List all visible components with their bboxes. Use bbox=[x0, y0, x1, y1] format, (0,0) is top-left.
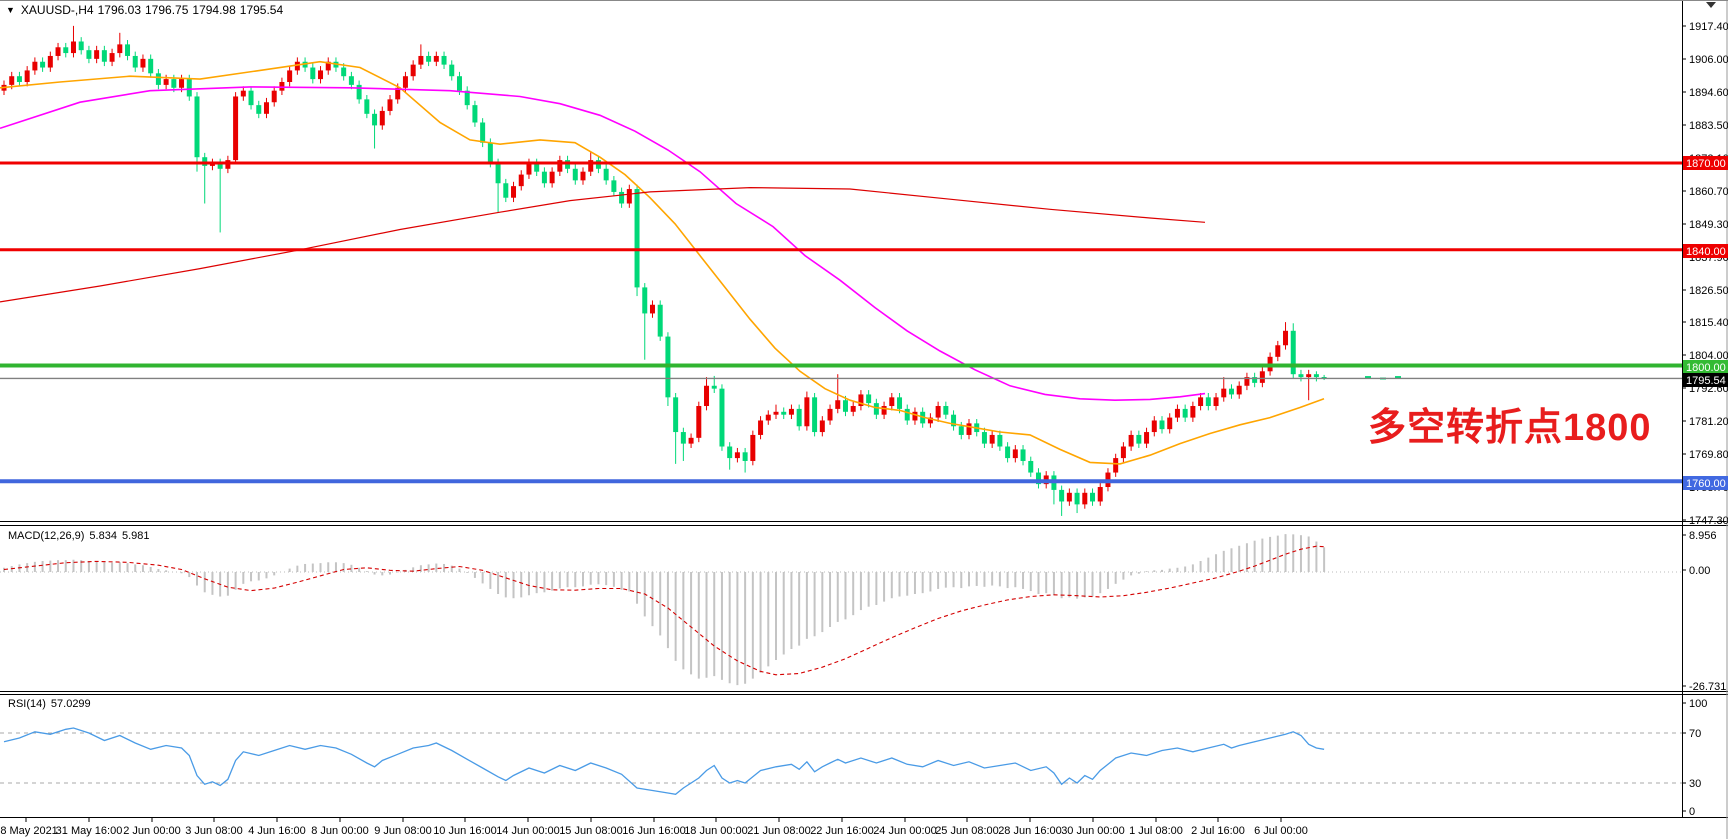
time-tick-label: 14 Jun 00:00 bbox=[496, 825, 560, 837]
indicator-tick-label: 0 bbox=[1689, 806, 1695, 818]
time-tick-label: 25 Jun 08:00 bbox=[935, 825, 999, 837]
price-tick-label: 1804.00 bbox=[1689, 350, 1728, 362]
symbol-period-label: XAUUSD-,H4 bbox=[20, 3, 94, 17]
time-tick-label: 10 Jun 16:00 bbox=[433, 825, 497, 837]
price-badge-1795.54: 1795.54 bbox=[1683, 373, 1728, 387]
time-tick-label: 16 Jun 16:00 bbox=[622, 825, 686, 837]
time-tick-label: 6 Jul 00:00 bbox=[1254, 825, 1308, 837]
time-tick-label: 31 May 16:00 bbox=[56, 825, 123, 837]
symbol-dropdown-icon[interactable]: ▼ bbox=[6, 5, 15, 15]
price-tick-label: 1917.40 bbox=[1689, 21, 1728, 33]
price-tick-label: 1894.60 bbox=[1689, 87, 1728, 99]
svg-text:1800.00: 1800.00 bbox=[1686, 362, 1726, 374]
time-tick-label: 21 Jun 08:00 bbox=[747, 825, 811, 837]
price-tick-label: 1860.70 bbox=[1689, 186, 1728, 198]
price-badge-1760.00: 1760.00 bbox=[1683, 476, 1728, 490]
macd-indicator-label: MACD(12,26,9) 5.834 5.981 bbox=[8, 530, 154, 542]
ohlc-low: 1794.98 bbox=[192, 3, 236, 17]
time-tick-label: 4 Jun 16:00 bbox=[248, 825, 306, 837]
price-tick-label: 1849.30 bbox=[1689, 219, 1728, 231]
time-tick-label: 28 May 2021 bbox=[0, 825, 58, 837]
time-tick-label: 15 Jun 08:00 bbox=[559, 825, 623, 837]
macd-value-signal: 5.981 bbox=[121, 530, 150, 542]
macd-signal-line bbox=[3, 545, 1325, 676]
price-annotation-text[interactable]: 多空转折点1800 bbox=[1368, 407, 1652, 449]
rsi-panel[interactable] bbox=[0, 727, 1682, 795]
macd-panel[interactable] bbox=[0, 534, 1682, 686]
chart-header: ▼ XAUUSD-,H4 1796.03 1796.75 1794.98 1795.54 bbox=[6, 3, 287, 17]
macd-name: MACD(12,26,9) bbox=[8, 530, 85, 542]
price-tick-label: 1747.30 bbox=[1689, 515, 1728, 527]
rsi-line bbox=[3, 727, 1325, 795]
indicator-tick-label: 30 bbox=[1689, 778, 1701, 790]
svg-text:1870.00: 1870.00 bbox=[1686, 158, 1726, 170]
ohlc-open: 1796.03 bbox=[97, 3, 141, 17]
rsi-indicator-label: RSI(14) 57.0299 bbox=[8, 698, 96, 710]
slow-ma-red-line[interactable] bbox=[0, 186, 1206, 303]
price-tick-label: 1769.80 bbox=[1689, 449, 1728, 461]
price-tick-label: 1906.00 bbox=[1689, 54, 1728, 66]
time-tick-label: 2 Jun 00:00 bbox=[123, 825, 181, 837]
macd-value-main: 5.834 bbox=[89, 530, 117, 542]
indicator-tick-label: 100 bbox=[1689, 698, 1707, 710]
svg-text:1840.00: 1840.00 bbox=[1686, 246, 1726, 258]
time-tick-label: 2 Jul 16:00 bbox=[1191, 825, 1245, 837]
svg-text:1760.00: 1760.00 bbox=[1686, 478, 1726, 490]
rsi-value: 57.0299 bbox=[50, 698, 91, 710]
indicator-tick-label: 0.00 bbox=[1689, 565, 1710, 577]
indicator-tick-label: -26.731 bbox=[1689, 681, 1726, 693]
time-tick-label: 22 Jun 16:00 bbox=[810, 825, 874, 837]
price-badge-1800.00: 1800.00 bbox=[1683, 360, 1728, 374]
time-tick-label: 28 Jun 16:00 bbox=[998, 825, 1062, 837]
mid-ma-magenta-line[interactable] bbox=[0, 86, 1206, 402]
svg-text:1795.54: 1795.54 bbox=[1686, 375, 1726, 387]
price-badge-1840.00: 1840.00 bbox=[1683, 244, 1728, 258]
time-tick-label: 3 Jun 08:00 bbox=[185, 825, 243, 837]
price-badge-1870.00: 1870.00 bbox=[1683, 156, 1728, 170]
time-tick-label: 30 Jun 00:00 bbox=[1061, 825, 1125, 837]
indicator-tick-label: 70 bbox=[1689, 728, 1701, 740]
time-tick-label: 1 Jul 08:00 bbox=[1129, 825, 1183, 837]
ohlc-close: 1795.54 bbox=[239, 3, 284, 17]
price-tick-label: 1815.40 bbox=[1689, 317, 1728, 329]
time-tick-label: 24 Jun 00:00 bbox=[873, 825, 937, 837]
time-tick-label: 18 Jun 00:00 bbox=[684, 825, 748, 837]
price-axis[interactable]: 1917.401906.001894.601883.501872.101860.… bbox=[1682, 21, 1728, 818]
chart-shift-marker bbox=[1706, 2, 1716, 8]
price-tick-label: 1826.50 bbox=[1689, 285, 1728, 297]
price-tick-label: 1781.20 bbox=[1689, 416, 1728, 428]
fast-ma-orange-line[interactable] bbox=[0, 60, 1325, 465]
time-tick-label: 9 Jun 08:00 bbox=[374, 825, 432, 837]
rsi-name: RSI(14) bbox=[8, 698, 46, 710]
time-tick-label: 8 Jun 00:00 bbox=[311, 825, 369, 837]
indicator-tick-label: 8.956 bbox=[1689, 530, 1717, 542]
ohlc-high: 1796.75 bbox=[145, 3, 189, 17]
price-tick-label: 1883.50 bbox=[1689, 120, 1728, 132]
